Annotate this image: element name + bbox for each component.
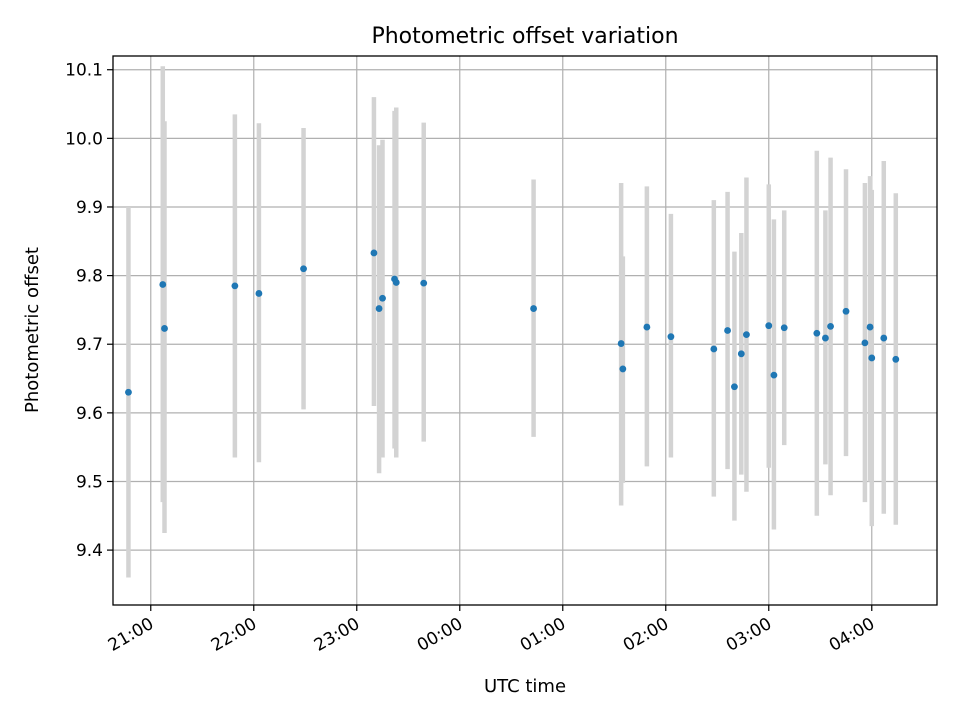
data-point xyxy=(370,249,378,257)
plot-frame xyxy=(112,55,938,606)
data-point xyxy=(392,279,400,286)
data-point xyxy=(255,290,263,297)
data-point xyxy=(379,294,386,302)
error-bars xyxy=(126,66,899,578)
data-point xyxy=(842,307,850,315)
data-point xyxy=(822,334,829,342)
y-tick-label: 9.6 xyxy=(76,404,103,424)
y-tick-label: 10.1 xyxy=(65,61,103,81)
data-point xyxy=(530,305,537,312)
data-point xyxy=(765,322,773,330)
x-axis-label: UTC time xyxy=(484,676,566,697)
data-point xyxy=(731,383,738,391)
data-point xyxy=(125,388,132,396)
x-tick-label: 01:00 xyxy=(517,614,569,656)
x-tick-label: 04:00 xyxy=(826,614,878,656)
data-point xyxy=(161,325,168,332)
data-point xyxy=(737,350,745,358)
data-point xyxy=(770,371,778,379)
data-point xyxy=(300,265,307,273)
y-tick-label: 9.8 xyxy=(76,267,103,287)
data-point xyxy=(643,323,651,331)
x-tick-label: 23:00 xyxy=(311,614,363,656)
x-tick-label: 22:00 xyxy=(208,614,260,656)
y-tick-label: 9.7 xyxy=(76,335,103,355)
data-point xyxy=(866,323,874,331)
data-point xyxy=(619,365,627,373)
data-point xyxy=(813,329,821,337)
y-tick-label: 9.9 xyxy=(76,198,103,218)
x-axis-ticks: 21:00 22:00 23:00 00:00 01:00 02:00 03:00 04:00 xyxy=(105,605,878,656)
data-point xyxy=(880,334,888,342)
data-point xyxy=(724,327,731,334)
data-point xyxy=(159,281,167,288)
data-point xyxy=(710,345,718,353)
data-point xyxy=(743,331,750,339)
data-point xyxy=(868,354,876,362)
x-tick-label: 00:00 xyxy=(414,614,466,656)
y-tick-label: 10.0 xyxy=(65,129,103,149)
data-point xyxy=(861,339,869,347)
data-point xyxy=(375,305,383,312)
data-point xyxy=(617,340,625,347)
data-point xyxy=(231,282,239,290)
x-tick-label: 02:00 xyxy=(620,614,672,656)
y-tick-label: 9.4 xyxy=(76,541,103,561)
y-axis-label: Photometric offset xyxy=(22,247,43,413)
data-point xyxy=(420,279,428,287)
y-axis-ticks: 9.4 9.5 9.6 9.7 9.8 9.9 10.0 10.1 xyxy=(65,61,113,561)
x-tick-label: 03:00 xyxy=(723,614,775,656)
x-tick-label: 21:00 xyxy=(105,614,157,656)
grid-lines xyxy=(113,56,937,605)
data-point xyxy=(780,324,788,332)
y-tick-label: 9.5 xyxy=(76,472,103,492)
data-point xyxy=(892,355,900,363)
chart-title: Photometric offset variation xyxy=(371,24,678,49)
data-point xyxy=(667,333,675,341)
data-points xyxy=(125,249,900,396)
data-point xyxy=(827,322,834,330)
